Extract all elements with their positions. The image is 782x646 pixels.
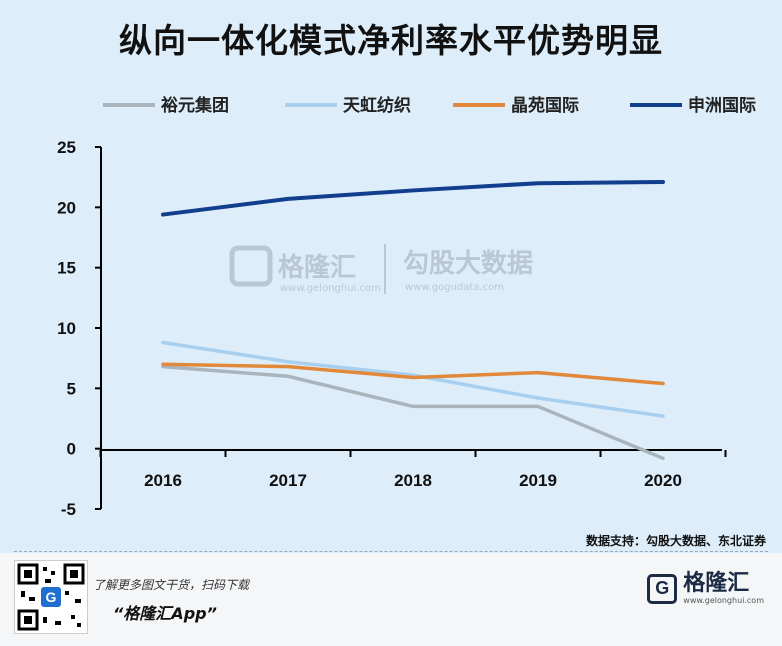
data-point <box>287 366 289 368</box>
y-tick-label: 20 <box>57 198 76 217</box>
watermark-logo-icon <box>229 245 273 287</box>
watermark-brand-url: www.gelonghui.com <box>280 283 381 294</box>
watermark-brand: 格隆汇 <box>278 252 356 283</box>
axes: 25 20 15 10 5 0 -5 2016 2017 2018 2019 2020 <box>57 138 727 519</box>
data-point <box>412 376 414 378</box>
x-tick-label: 2017 <box>269 471 307 490</box>
series-group <box>161 179 665 461</box>
data-point <box>537 372 539 374</box>
data-point <box>287 375 289 377</box>
data-point <box>412 374 414 376</box>
data-point <box>162 366 164 368</box>
y-tick-label: 5 <box>67 379 76 398</box>
data-point <box>537 405 539 407</box>
logo-name: 格隆汇 <box>683 571 750 596</box>
y-tick-label: 10 <box>57 319 76 338</box>
logo-mark-icon: G <box>647 573 678 604</box>
data-source: 数据支持：勾股大数据、东北证券 <box>585 534 766 548</box>
data-point <box>537 182 539 184</box>
data-point <box>662 383 664 385</box>
data-point <box>162 363 164 365</box>
data-point <box>412 405 414 407</box>
x-tick-label: 2020 <box>644 471 682 490</box>
legend-label: 裕元集团 <box>161 95 229 116</box>
logo-url: www.gelonghui.com <box>683 596 764 605</box>
data-point <box>287 198 289 200</box>
series-line-1 <box>161 364 665 461</box>
data-point <box>162 341 164 343</box>
legend: 裕元集团 天虹纺织 晶苑国际 申洲国际 <box>103 95 756 116</box>
data-point <box>662 457 664 459</box>
svg-text:G: G <box>46 589 57 605</box>
qr-code-icon: G <box>14 560 88 634</box>
x-tick-label: 2019 <box>519 471 557 490</box>
watermark-partner-url: www.gogudata.com <box>405 282 504 293</box>
data-point <box>162 214 164 216</box>
legend-label: 申洲国际 <box>688 95 756 116</box>
y-tick-label: 25 <box>57 138 76 157</box>
y-tick-label: -5 <box>61 500 76 519</box>
series-line-4 <box>161 179 665 217</box>
promo-text: 了解更多图文干货，扫码下载 <box>93 578 250 592</box>
app-name: “格隆汇App” <box>113 604 217 623</box>
brand-logo: G 格隆汇 www.gelonghui.com <box>647 572 764 605</box>
chart-title: 纵向一体化模式净利率水平优势明显 <box>119 21 663 60</box>
watermark-partner: 勾股大数据 <box>403 249 533 279</box>
watermark: 格隆汇 www.gelonghui.com 勾股大数据 www.gogudata… <box>229 244 533 294</box>
data-point <box>287 361 289 363</box>
data-point <box>537 397 539 399</box>
line-chart: 裕元集团 天虹纺织 晶苑国际 申洲国际 格隆汇 www.gelonghui.com 勾… <box>57 95 756 519</box>
x-tick-label: 2016 <box>144 471 182 490</box>
footer-divider <box>14 551 768 552</box>
x-tick-label: 2018 <box>394 471 432 490</box>
legend-label: 天虹纺织 <box>343 95 411 116</box>
data-point <box>412 189 414 191</box>
y-tick-label: 0 <box>67 440 76 459</box>
data-point <box>662 415 664 417</box>
y-tick-label: 15 <box>57 259 76 278</box>
data-point <box>662 181 664 183</box>
legend-label: 晶苑国际 <box>511 95 579 116</box>
